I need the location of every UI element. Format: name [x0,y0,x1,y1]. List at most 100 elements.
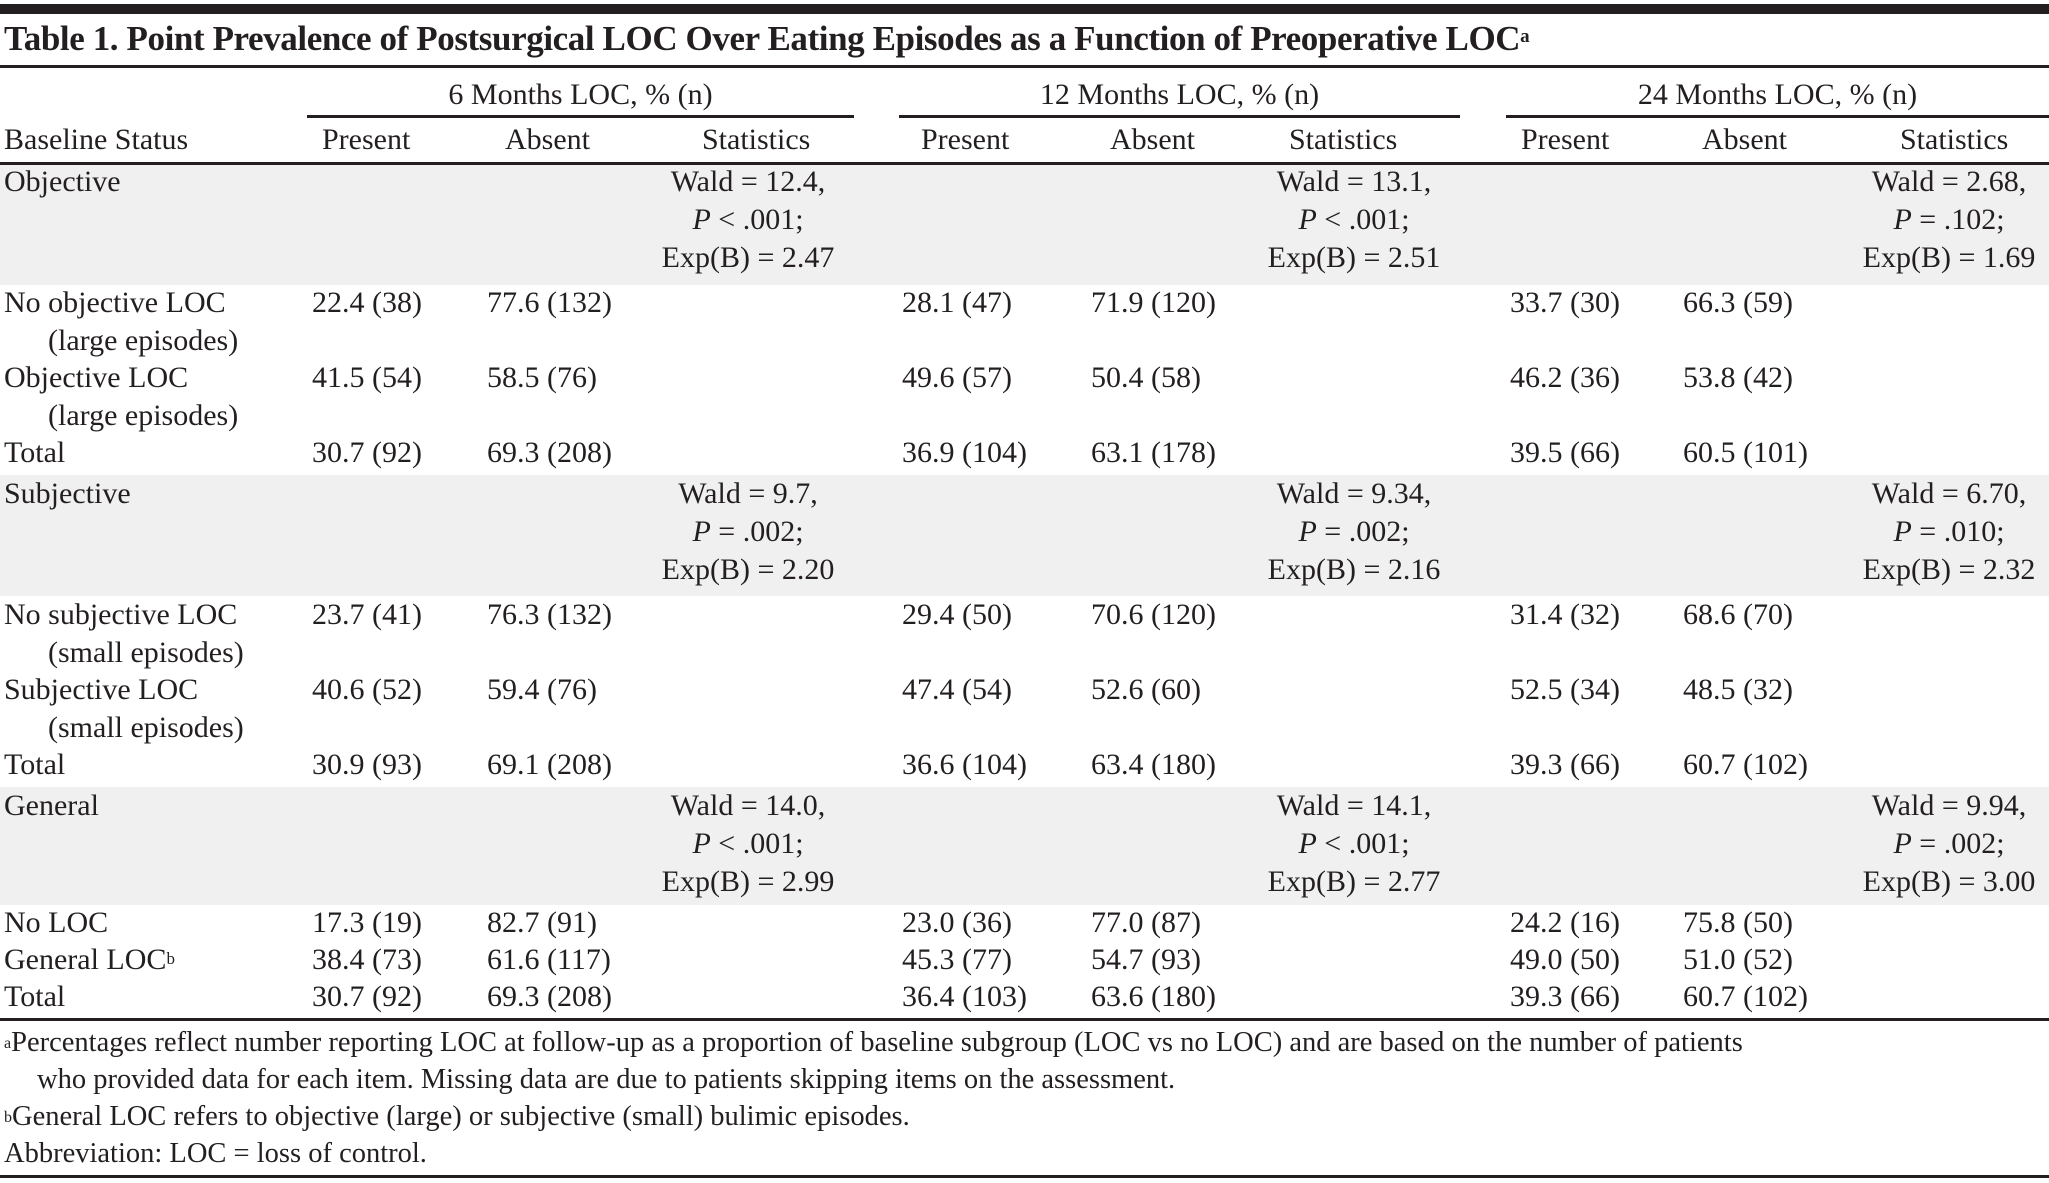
group-underline-6-months [307,115,854,118]
table-cell: 49.0 (50) [1510,943,1620,976]
footnote-a: aPercentages reflect number reporting LO… [4,1027,1743,1058]
table-cell: 51.0 (52) [1683,943,1793,976]
section-label: Subjective [4,477,131,510]
table-cell: 82.7 (91) [487,906,597,939]
table-cell: 77.6 (132) [487,286,612,319]
page-bottom-rule [0,1175,2049,1178]
section-band-general [0,787,2049,905]
wald-value: Wald = 9.7, [678,477,818,510]
table-cell: 54.7 (93) [1091,943,1201,976]
footnote-mark: b [166,949,175,968]
table-title: Table 1. Point Prevalence of Postsurgica… [4,17,1530,61]
wald-value: Wald = 9.34, [1276,477,1432,510]
stats-cell: Wald = 2.68, P = .102; Exp(B) = 1.69 [1849,163,2049,277]
expb-value: Exp(B) = 2.99 [661,865,835,898]
table-cell: 48.5 (32) [1683,673,1793,706]
table-cell: 47.4 (54) [902,673,1012,706]
section-label: General [4,789,99,822]
group-header-12-months: 12 Months LOC, % (n) [1039,78,1320,111]
table-cell: 71.9 (120) [1091,286,1216,319]
row-label: No LOC [4,906,109,939]
table-cell: 77.0 (87) [1091,906,1201,939]
expb-value: Exp(B) = 2.32 [1862,553,2036,586]
table-cell: 58.5 (76) [487,361,597,394]
row-label: Subjective LOC (small episodes) [4,673,244,744]
table-cell: 38.4 (73) [312,943,422,976]
table-cell: 30.7 (92) [312,436,422,469]
stats-cell: Wald = 9.34, P = .002; Exp(B) = 2.16 [1254,475,1454,589]
table-cell: 45.3 (77) [902,943,1012,976]
table-cell: 40.6 (52) [312,673,422,706]
group-underline-24-months [1506,115,2049,118]
p-value: P = .002; [692,515,804,548]
table-cell: 31.4 (32) [1510,598,1620,631]
table-cell: 39.5 (66) [1510,436,1620,469]
stats-cell: Wald = 6.70, P = .010; Exp(B) = 2.32 [1849,475,2049,589]
column-header-statistics: Statistics [1289,123,1398,156]
row-label: No subjective LOC (small episodes) [4,598,244,669]
stats-cell: Wald = 9.7, P = .002; Exp(B) = 2.20 [648,475,848,589]
stats-cell: Wald = 14.1, P < .001; Exp(B) = 2.77 [1254,787,1454,901]
wald-value: Wald = 12.4, [670,165,826,198]
expb-value: Exp(B) = 2.51 [1267,241,1441,274]
section-band-objective [0,165,2049,285]
wald-value: Wald = 14.0, [670,789,826,822]
p-value: P < .001; [692,203,804,236]
table-cell: 70.6 (120) [1091,598,1216,631]
table-cell: 69.3 (208) [487,436,612,469]
table-cell: 39.3 (66) [1510,980,1620,1013]
p-value: P = .010; [1893,515,2005,548]
expb-value: Exp(B) = 2.47 [661,241,835,274]
table-cell: 36.9 (104) [902,436,1027,469]
table-cell: 29.4 (50) [902,598,1012,631]
row-label: General LOCb [4,943,175,976]
table-cell: 61.6 (117) [487,943,611,976]
expb-value: Exp(B) = 2.77 [1267,865,1441,898]
p-value: P < .001; [1298,827,1410,860]
table-cell: 69.3 (208) [487,980,612,1013]
footnote-abbreviation: Abbreviation: LOC = loss of control. [4,1138,427,1169]
table-cell: 59.4 (76) [487,673,597,706]
table-cell: 22.4 (38) [312,286,422,319]
wald-value: Wald = 9.94, [1871,789,2027,822]
wald-value: Wald = 6.70, [1871,477,2027,510]
table-cell: 69.1 (208) [487,748,612,781]
stats-cell: Wald = 9.94, P = .002; Exp(B) = 3.00 [1849,787,2049,901]
table-cell: 68.6 (70) [1683,598,1793,631]
stats-cell: Wald = 12.4, P < .001; Exp(B) = 2.47 [648,163,848,277]
table-cell: 46.2 (36) [1510,361,1620,394]
table-title-text: Table 1. Point Prevalence of Postsurgica… [4,19,1521,58]
table-cell: 66.3 (59) [1683,286,1793,319]
table-cell: 17.3 (19) [312,906,422,939]
table-cell: 60.7 (102) [1683,980,1808,1013]
row-label: No objective LOC (large episodes) [4,286,239,357]
p-value: P = .102; [1893,203,2005,236]
title-footnote-mark: a [1520,26,1530,47]
p-value: P = .002; [1893,827,2005,860]
footnote-b: bGeneral LOC refers to objective (large)… [4,1101,910,1132]
group-header-6-months: 6 Months LOC, % (n) [448,78,713,111]
column-header-statistics: Statistics [702,123,811,156]
table-cell: 36.6 (104) [902,748,1027,781]
table-cell: 63.6 (180) [1091,980,1216,1013]
table-cell: 75.8 (50) [1683,906,1793,939]
table-cell: 53.8 (42) [1683,361,1793,394]
footnote-a-continued: who provided data for each item. Missing… [37,1064,1176,1095]
column-header-present: Present [1521,123,1610,156]
table-cell: 49.6 (57) [902,361,1012,394]
column-header-absent: Absent [1702,123,1787,156]
table-bottom-rule [0,1018,2049,1021]
table-cell: 41.5 (54) [312,361,422,394]
table-cell: 39.3 (66) [1510,748,1620,781]
table-cell: 30.7 (92) [312,980,422,1013]
header-rule [0,162,2049,165]
expb-value: Exp(B) = 2.20 [661,553,835,586]
table-cell: 60.5 (101) [1683,436,1808,469]
column-header-absent: Absent [1110,123,1195,156]
table-cell: 33.7 (30) [1510,286,1620,319]
group-header-24-months: 24 Months LOC, % (n) [1637,78,1918,111]
group-underline-12-months [899,115,1460,118]
table-cell: 52.5 (34) [1510,673,1620,706]
expb-value: Exp(B) = 2.16 [1267,553,1441,586]
p-value: P < .001; [692,827,804,860]
